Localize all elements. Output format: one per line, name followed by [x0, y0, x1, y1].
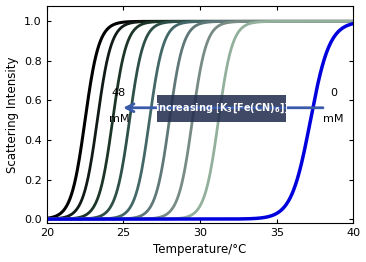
Text: mM: mM [323, 114, 344, 124]
Text: 0: 0 [330, 88, 337, 97]
X-axis label: Temperature/°C: Temperature/°C [153, 243, 247, 256]
Text: increasing $[\mathbf{K_3[Fe(CN)_6]}]$: increasing $[\mathbf{K_3[Fe(CN)_6]}]$ [155, 101, 288, 114]
Text: 48: 48 [112, 88, 126, 97]
FancyBboxPatch shape [157, 95, 286, 122]
Text: mM: mM [109, 114, 129, 124]
Y-axis label: Scattering Intensity: Scattering Intensity [5, 56, 19, 173]
